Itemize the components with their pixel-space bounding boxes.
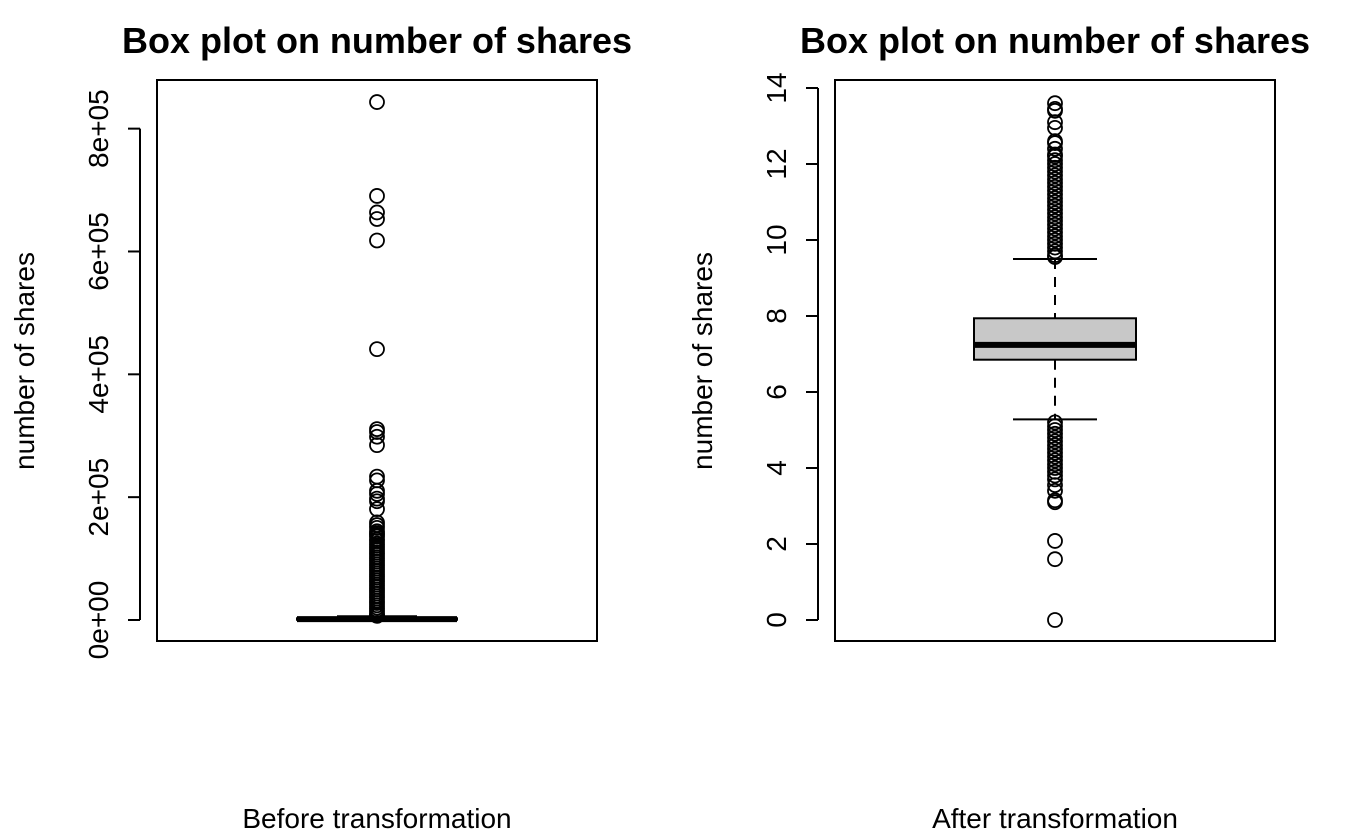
panel-after-outlier-point xyxy=(1047,433,1063,450)
panel-after-outlier-point xyxy=(1047,163,1063,180)
panel-after-y-tick-label: 10 xyxy=(761,224,792,255)
panel-after-iqr-box xyxy=(973,317,1137,361)
panel-after-outlier-point xyxy=(1047,437,1063,454)
panel-after-outlier-point xyxy=(1047,249,1063,266)
panel-after-y-tick-label: 8 xyxy=(761,308,792,324)
panel-after-outlier-point xyxy=(1047,414,1063,431)
panel-after-outlier-point xyxy=(1047,477,1063,494)
panel-after-outlier-point xyxy=(1047,102,1063,119)
panel-after-outlier-point xyxy=(1047,467,1063,484)
panel-after-y-axis-label: number of shares xyxy=(687,252,718,470)
panel-after-outlier-point xyxy=(1047,201,1063,218)
panel-after-y-axis: 0 2 4 6 8 10 12 14 xyxy=(761,72,819,628)
panel-after-outlier-point xyxy=(1047,220,1063,237)
panel-after-outlier-point xyxy=(1047,494,1063,511)
panel-after-outlier-point xyxy=(1047,418,1063,435)
panel-after-outlier-point xyxy=(1047,216,1063,233)
panel-after-outlier-point xyxy=(1047,190,1063,207)
panel-before: Box plot on number of shares 0e+00 2e+05 4… xyxy=(9,20,632,834)
panel-after-outlier-point xyxy=(1047,167,1063,184)
panel-after-outlier-point xyxy=(1047,471,1063,488)
panel-after-outlier-point xyxy=(1047,194,1063,210)
panel-after-outlier-point xyxy=(1047,482,1063,499)
panel-after-outlier-point xyxy=(1047,140,1063,157)
panel-after-outlier-point xyxy=(1047,243,1063,260)
panel-after-outlier-point xyxy=(1047,114,1063,131)
panel-before-outlier-point xyxy=(369,607,385,624)
panel-before-outlier-point xyxy=(369,428,385,445)
panel-after-outlier-point xyxy=(1047,175,1063,191)
panel-before-y-axis-label: number of shares xyxy=(9,252,40,470)
panel-before-outliers xyxy=(369,94,385,624)
panel-after-outlier-point xyxy=(1047,213,1063,229)
panel-after-outlier-point xyxy=(1047,448,1063,465)
panel-after-outlier-point xyxy=(1047,232,1063,248)
panel-after-outlier-point xyxy=(1047,95,1063,112)
panel-after-outlier-point xyxy=(1047,456,1063,473)
panel-after-outlier-point xyxy=(1047,171,1063,188)
panel-before-plot-frame xyxy=(156,79,598,642)
panel-before-outlier-point xyxy=(369,493,385,510)
panel-before-y-tick-label: 4e+05 xyxy=(83,335,114,414)
panel-before-outlier-point xyxy=(369,204,385,221)
panel-before-x-axis-label: Before transformation xyxy=(242,803,511,834)
panel-before-y-tick-label: 0e+00 xyxy=(83,581,114,660)
panel-after-title: Box plot on number of shares xyxy=(800,20,1310,61)
panel-after-y-tick-label: 14 xyxy=(761,72,792,103)
panel-after-y-tick-label: 4 xyxy=(761,460,792,476)
panel-after-outlier-point xyxy=(1047,612,1063,628)
panel-after-x-axis-label: After transformation xyxy=(932,803,1178,834)
panel-after-outlier-point xyxy=(1047,429,1063,446)
panel-after-y-tick-label: 6 xyxy=(761,384,792,400)
panel-before-y-tick-label: 8e+05 xyxy=(83,89,114,168)
panel-after-outlier-point xyxy=(1047,444,1063,461)
panel-after-outlier-point xyxy=(1047,224,1063,241)
panel-after-outlier-point xyxy=(1047,239,1063,256)
panel-before-outlier-point xyxy=(369,486,385,502)
panel-after-outlier-point xyxy=(1047,425,1063,442)
panel-after-box xyxy=(973,258,1137,421)
panel-before-outlier-point xyxy=(369,341,385,358)
panel-after-outlier-point xyxy=(1047,148,1063,165)
panel-before-y-axis: 0e+00 2e+05 4e+05 6e+05 8e+05 xyxy=(83,89,141,660)
panel-after-outlier-point xyxy=(1047,152,1063,169)
panel-before-y-tick-label: 6e+05 xyxy=(83,212,114,291)
panel-after-outlier-point xyxy=(1047,197,1063,214)
panel-after-outlier-point xyxy=(1047,533,1063,549)
panel-after-outlier-point xyxy=(1047,460,1063,476)
panel-after: Box plot on number of shares 0 2 4 6 8 10 12 14… xyxy=(687,20,1310,834)
panel-after-outlier-point xyxy=(1047,551,1063,568)
panel-after-outliers xyxy=(1047,95,1063,628)
panel-before-outlier-point xyxy=(369,94,385,110)
panel-after-outlier-point xyxy=(1047,452,1063,469)
panel-after-y-tick-label: 12 xyxy=(761,148,792,179)
panel-before-outlier-point xyxy=(369,188,385,204)
panel-after-outlier-point xyxy=(1047,441,1063,457)
panel-before-outlier-point xyxy=(369,211,385,227)
panel-before-outlier-point xyxy=(369,232,385,249)
panel-before-outlier-point xyxy=(369,437,385,454)
panel-after-outlier-point xyxy=(1047,159,1063,176)
panel-after-outlier-point xyxy=(1047,178,1063,195)
panel-before-title: Box plot on number of shares xyxy=(122,20,632,61)
panel-after-y-tick-label: 2 xyxy=(761,536,792,552)
panel-after-outlier-point xyxy=(1047,182,1063,199)
panel-after-plot-frame xyxy=(834,79,1276,642)
panel-before-y-tick-label: 2e+05 xyxy=(83,458,114,537)
panel-before-outlier-point xyxy=(369,501,385,518)
panel-after-y-tick-label: 0 xyxy=(761,612,792,628)
panel-after-outlier-point xyxy=(1047,156,1063,172)
panel-after-outlier-point xyxy=(1047,205,1063,222)
panel-after-outlier-point xyxy=(1047,422,1063,438)
panel-after-outlier-point xyxy=(1047,186,1063,203)
panel-after-outlier-point xyxy=(1047,228,1063,245)
panel-after-outlier-point xyxy=(1047,209,1063,226)
